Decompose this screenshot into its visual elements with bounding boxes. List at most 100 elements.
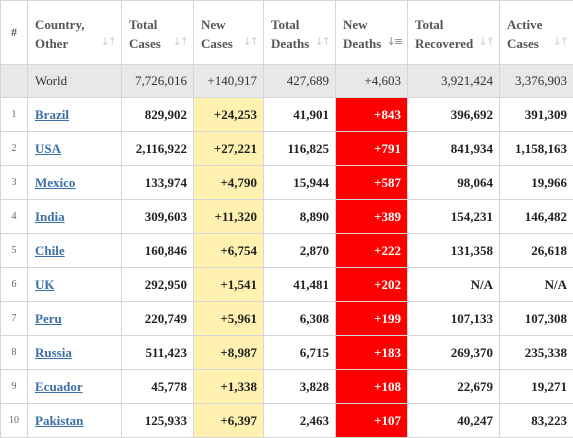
country-link[interactable]: Ecuador [35, 378, 83, 394]
rank-cell: 5 [0, 233, 28, 268]
country-link[interactable]: UK [35, 276, 55, 292]
new-deaths-cell: +107 [335, 403, 408, 438]
country-cell: Brazil [27, 97, 122, 132]
sort-icon[interactable]: ↓↑ [552, 35, 570, 48]
new-deaths-cell: +199 [335, 301, 408, 336]
world-total-recovered-cell: 3,921,424 [407, 64, 500, 98]
country-link[interactable]: USA [35, 140, 62, 156]
country-cell: Pakistan [27, 403, 122, 438]
world-rank-cell [0, 64, 28, 98]
world-new-cases-cell: +140,917 [193, 64, 264, 98]
header-new-cases-label-1: New [201, 16, 226, 32]
total-recovered-cell: 269,370 [407, 335, 500, 370]
country-cell: Ecuador [27, 369, 122, 404]
sort-icon[interactable]: ↓↑ [314, 35, 332, 48]
new-deaths-cell: +389 [335, 199, 408, 234]
country-link[interactable]: Pakistan [35, 412, 84, 428]
header-new-deaths-label-1: New [343, 16, 368, 32]
rank-cell: 7 [0, 301, 28, 336]
table-row: 8 Russia 511,423 +8,987 6,715 +183 269,370 235,… [0, 335, 573, 370]
active-cases-cell: 107,308 [499, 301, 573, 336]
total-deaths-cell: 8,890 [263, 199, 336, 234]
world-total-cases-cell: 7,726,016 [121, 64, 194, 98]
total-cases-cell: 220,749 [121, 301, 194, 336]
country-cell: Chile [27, 233, 122, 268]
sort-icon[interactable]: ↓↑ [172, 35, 190, 48]
active-cases-cell: 83,223 [499, 403, 573, 438]
total-recovered-cell: N/A [407, 267, 500, 302]
header-country[interactable]: Country, Other ↓↑ [27, 0, 122, 65]
world-total-row: World 7,726,016 +140,917 427,689 +4,603 … [0, 64, 573, 98]
new-cases-cell: +6,397 [193, 403, 264, 438]
total-cases-cell: 160,846 [121, 233, 194, 268]
rank-cell: 1 [0, 97, 28, 132]
table-row: 5 Chile 160,846 +6,754 2,870 +222 131,358 26,61… [0, 233, 573, 268]
table-row: 6 UK 292,950 +1,541 41,481 +202 N/A N/A [0, 267, 573, 302]
total-deaths-cell: 41,901 [263, 97, 336, 132]
rank-cell: 6 [0, 267, 28, 302]
country-link[interactable]: India [35, 208, 65, 224]
header-rank[interactable]: # [0, 0, 28, 65]
country-link[interactable]: Chile [35, 242, 65, 258]
sort-descending-icon[interactable]: ↓≡ [386, 35, 404, 48]
country-link[interactable]: Russia [35, 344, 72, 360]
total-recovered-cell: 131,358 [407, 233, 500, 268]
total-deaths-cell: 116,825 [263, 131, 336, 166]
header-country-label-2: Other [35, 35, 69, 51]
total-recovered-cell: 154,231 [407, 199, 500, 234]
new-cases-cell: +5,961 [193, 301, 264, 336]
country-cell: India [27, 199, 122, 234]
header-total-cases-label-1: Total [129, 16, 158, 32]
header-total-recovered[interactable]: Total Recovered ↓↑ [407, 0, 500, 65]
header-total-deaths-label-2: Deaths [271, 35, 310, 51]
table-row: 2 USA 2,116,922 +27,221 116,825 +791 841,934 1,… [0, 131, 573, 166]
total-deaths-cell: 15,944 [263, 165, 336, 200]
total-cases-cell: 45,778 [121, 369, 194, 404]
header-total-deaths[interactable]: Total Deaths ↓↑ [263, 0, 336, 65]
header-total-cases[interactable]: Total Cases ↓↑ [121, 0, 194, 65]
new-cases-cell: +27,221 [193, 131, 264, 166]
header-active-cases-label-2: Cases [507, 35, 539, 51]
new-deaths-cell: +108 [335, 369, 408, 404]
sort-icon[interactable]: ↓↑ [242, 35, 260, 48]
total-cases-cell: 829,902 [121, 97, 194, 132]
active-cases-cell: 19,271 [499, 369, 573, 404]
total-deaths-cell: 6,308 [263, 301, 336, 336]
header-total-recovered-label-2: Recovered [415, 35, 474, 51]
sort-icon[interactable]: ↓↑ [478, 35, 496, 48]
sort-icon[interactable]: ↓↑ [100, 35, 118, 48]
active-cases-cell: 146,482 [499, 199, 573, 234]
country-link[interactable]: Brazil [35, 106, 69, 122]
total-recovered-cell: 40,247 [407, 403, 500, 438]
country-link[interactable]: Mexico [35, 174, 76, 190]
header-new-deaths-label-2: Deaths [343, 35, 382, 51]
rank-cell: 2 [0, 131, 28, 166]
new-deaths-cell: +587 [335, 165, 408, 200]
table-row: 7 Peru 220,749 +5,961 6,308 +199 107,133 107,30… [0, 301, 573, 336]
world-new-deaths-cell: +4,603 [335, 64, 408, 98]
new-deaths-cell: +183 [335, 335, 408, 370]
new-cases-cell: +8,987 [193, 335, 264, 370]
header-new-cases[interactable]: New Cases ↓↑ [193, 0, 264, 65]
country-link[interactable]: Peru [35, 310, 62, 326]
table-row: 4 India 309,603 +11,320 8,890 +389 154,231 146,… [0, 199, 573, 234]
new-cases-cell: +4,790 [193, 165, 264, 200]
header-new-cases-label-2: Cases [201, 35, 233, 51]
total-cases-cell: 2,116,922 [121, 131, 194, 166]
header-active-cases[interactable]: Active Cases ↓↑ [499, 0, 573, 65]
header-total-deaths-label-1: Total [271, 16, 300, 32]
new-deaths-cell: +791 [335, 131, 408, 166]
active-cases-cell: 26,618 [499, 233, 573, 268]
total-cases-cell: 309,603 [121, 199, 194, 234]
header-new-deaths[interactable]: New Deaths ↓≡ [335, 0, 408, 65]
header-row: # Country, Other ↓↑ Total Cases ↓↑ New C… [0, 0, 573, 65]
total-recovered-cell: 107,133 [407, 301, 500, 336]
total-recovered-cell: 841,934 [407, 131, 500, 166]
total-deaths-cell: 2,463 [263, 403, 336, 438]
total-cases-cell: 133,974 [121, 165, 194, 200]
world-total-deaths-cell: 427,689 [263, 64, 336, 98]
rank-cell: 8 [0, 335, 28, 370]
new-deaths-cell: +202 [335, 267, 408, 302]
total-cases-cell: 125,933 [121, 403, 194, 438]
table-row: 10 Pakistan 125,933 +6,397 2,463 +107 40,247 83… [0, 403, 573, 438]
